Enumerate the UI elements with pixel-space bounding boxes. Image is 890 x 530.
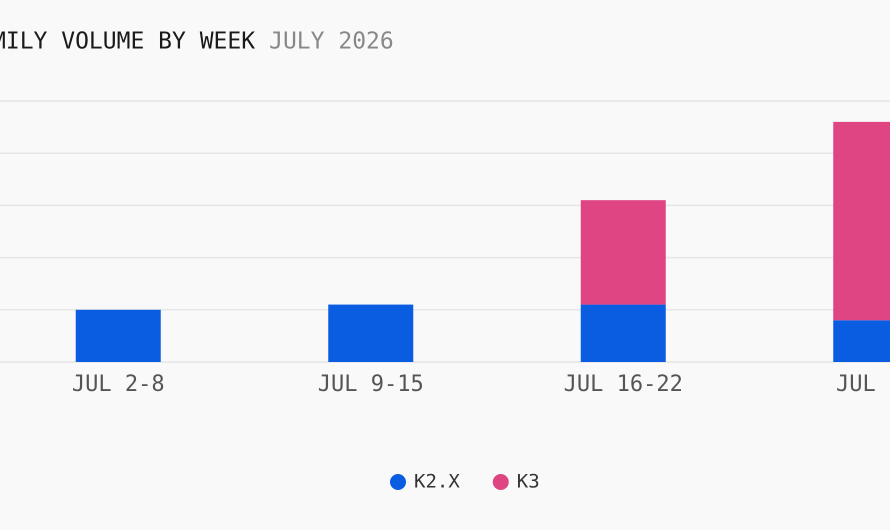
legend-marker [492, 474, 509, 490]
legend-label: K3 [517, 471, 540, 493]
bar [580, 200, 666, 305]
x-tick-label: JUL 23 [836, 372, 890, 397]
legend-label: K2.X [414, 471, 460, 493]
x-tick-label: JUL 9-15 [318, 372, 424, 397]
x-tick-label: JUL 16-22 [564, 372, 683, 397]
chart-subtitle: JULY 2026 [269, 29, 394, 55]
bar [833, 121, 890, 321]
legend-marker [390, 474, 406, 490]
bar [75, 309, 161, 362]
bar [580, 304, 666, 362]
chart-title: MILY VOLUME BY WEEK [0, 29, 255, 55]
bar [328, 304, 414, 362]
bar [833, 320, 890, 362]
x-tick-label: JUL 2-8 [72, 372, 165, 397]
